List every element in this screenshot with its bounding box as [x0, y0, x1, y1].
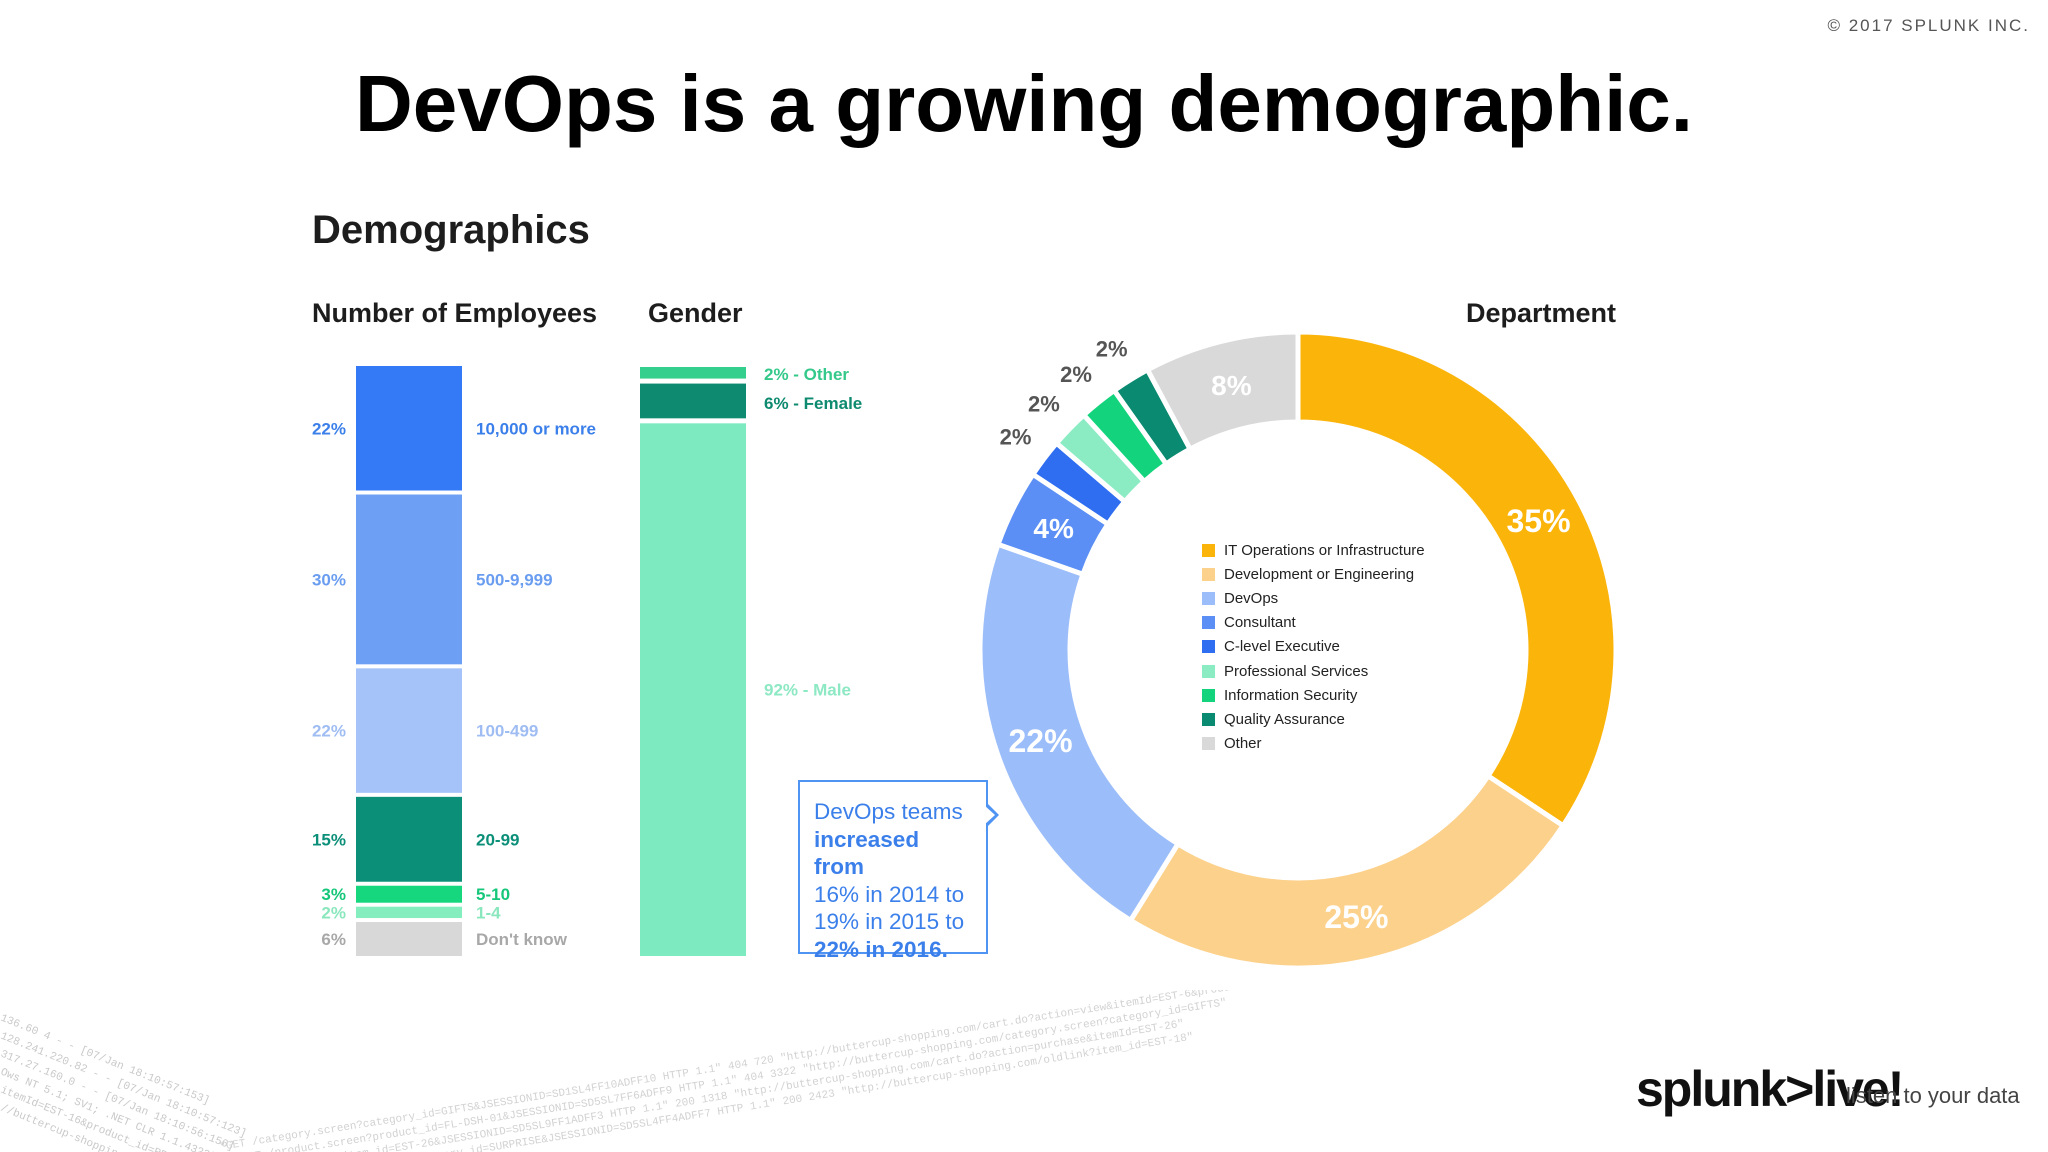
department-slice-percent: 35% [1506, 503, 1570, 539]
splunk-live-logo: splunk>live! [1636, 1061, 1904, 1117]
callout-pointer-fill [984, 805, 995, 825]
department-slice [1295, 329, 1619, 830]
gender-bar-segment [640, 383, 746, 419]
employees-bar-segment [356, 494, 462, 665]
employees-segment-percent: 30% [312, 570, 346, 589]
department-legend: IT Operations or Infrastructure Developme… [1202, 538, 1425, 756]
legend-item: Consultant [1202, 611, 1425, 635]
callout-line: 22% in 2016. [814, 936, 948, 962]
employees-segment-percent: 2% [321, 903, 346, 922]
gender-segment-label: 6% - Female [764, 394, 862, 413]
callout-line: increased from [814, 826, 920, 880]
legend-swatch [1202, 543, 1215, 557]
svg-text:"GET /product.screen?product_i: "GET /product.screen?product_id=FL-DSH-0… [235, 997, 1228, 1152]
department-slice [1127, 772, 1567, 971]
employees-segment-label: 5-10 [476, 885, 510, 904]
legend-swatch [1202, 737, 1215, 751]
gender-segment-label: 2% - Other [764, 365, 849, 384]
department-chart-title: Department [1466, 298, 1617, 328]
legend-swatch [1202, 712, 1215, 726]
legend-swatch [1202, 664, 1215, 678]
gender-chart-title: Gender [648, 298, 743, 328]
legend-label: Consultant [1224, 614, 1296, 632]
legend-item: C-level Executive [1202, 635, 1425, 659]
employees-bar-segment [356, 366, 462, 491]
gender-bar-segment [640, 367, 746, 379]
employees-segment-percent: 15% [312, 830, 346, 849]
employees-segment-percent: 3% [321, 885, 346, 904]
department-slice-percent: 2% [1060, 362, 1092, 387]
employees-segment-label: 10,000 or more [476, 419, 596, 438]
legend-item: Development or Engineering [1202, 562, 1425, 586]
department-slice-percent: 2% [1096, 337, 1128, 362]
legend-swatch [1202, 567, 1215, 581]
slide-title: DevOps is a growing demographic. [354, 59, 1694, 148]
legend-swatch [1202, 688, 1215, 702]
department-slice-percent: 25% [1324, 899, 1388, 935]
employees-segment-percent: 22% [312, 722, 346, 741]
legend-item: IT Operations or Infrastructure [1202, 538, 1425, 562]
decorative-log-text: 136.60 4 - - [07/Jan 18:10:57:153] 128.2… [0, 990, 1336, 1152]
brand-tagline: listen to your data [1846, 1083, 2020, 1108]
employees-segment-percent: 22% [312, 419, 346, 438]
legend-label: Information Security [1224, 686, 1358, 704]
gender-segment-label: 92% - Male [764, 681, 851, 700]
copyright-notice: © 2017 SPLUNK INC. [1827, 16, 2030, 35]
legend-item: Other [1202, 732, 1425, 756]
employees-segment-percent: 6% [321, 930, 346, 949]
legend-label: C-level Executive [1224, 638, 1340, 656]
department-slice-percent: 2% [1028, 391, 1060, 416]
legend-label: Development or Engineering [1224, 565, 1415, 583]
callout-line: DevOps teams [814, 799, 963, 824]
department-slice-percent: 22% [1008, 723, 1072, 759]
employees-bar-segment [356, 922, 462, 956]
employees-bar-segment [356, 906, 462, 919]
legend-item: Information Security [1202, 683, 1425, 707]
legend-label: DevOps [1224, 589, 1279, 607]
legend-swatch [1202, 591, 1215, 605]
employees-bar-segment [356, 668, 462, 793]
employees-segment-label: 1-4 [476, 903, 501, 922]
department-slice [1144, 329, 1301, 453]
employees-bar-segment [356, 796, 462, 882]
employees-segment-label: 500-9,999 [476, 570, 553, 589]
department-slice-percent: 4% [1033, 513, 1074, 544]
employees-segment-label: 20-99 [476, 830, 519, 849]
legend-item: Quality Assurance [1202, 707, 1425, 731]
callout-line: 19% in 2015 to [814, 909, 965, 934]
legend-label: Quality Assurance [1224, 710, 1345, 728]
legend-label: IT Operations or Infrastructure [1224, 541, 1425, 559]
gender-bar-segment [640, 423, 746, 956]
callout-line: 16% in 2014 to [814, 881, 965, 907]
section-title: Demographics [312, 208, 590, 252]
legend-label: Professional Services [1224, 662, 1369, 680]
employees-bar-segment [356, 885, 462, 903]
legend-label: Other [1224, 735, 1262, 753]
legend-item: DevOps [1202, 586, 1425, 610]
department-slice-percent: 8% [1211, 370, 1252, 401]
legend-swatch [1202, 616, 1215, 630]
employees-segment-label: 100-499 [476, 722, 538, 741]
employees-segment-label: Don't know [476, 930, 568, 949]
employees-chart-title: Number of Employees [312, 298, 598, 328]
department-slice-percent: 2% [1000, 424, 1032, 449]
legend-item: Professional Services [1202, 659, 1425, 683]
devops-callout: DevOps teams increased from 16% in 2014 … [798, 780, 988, 962]
legend-swatch [1202, 640, 1215, 654]
